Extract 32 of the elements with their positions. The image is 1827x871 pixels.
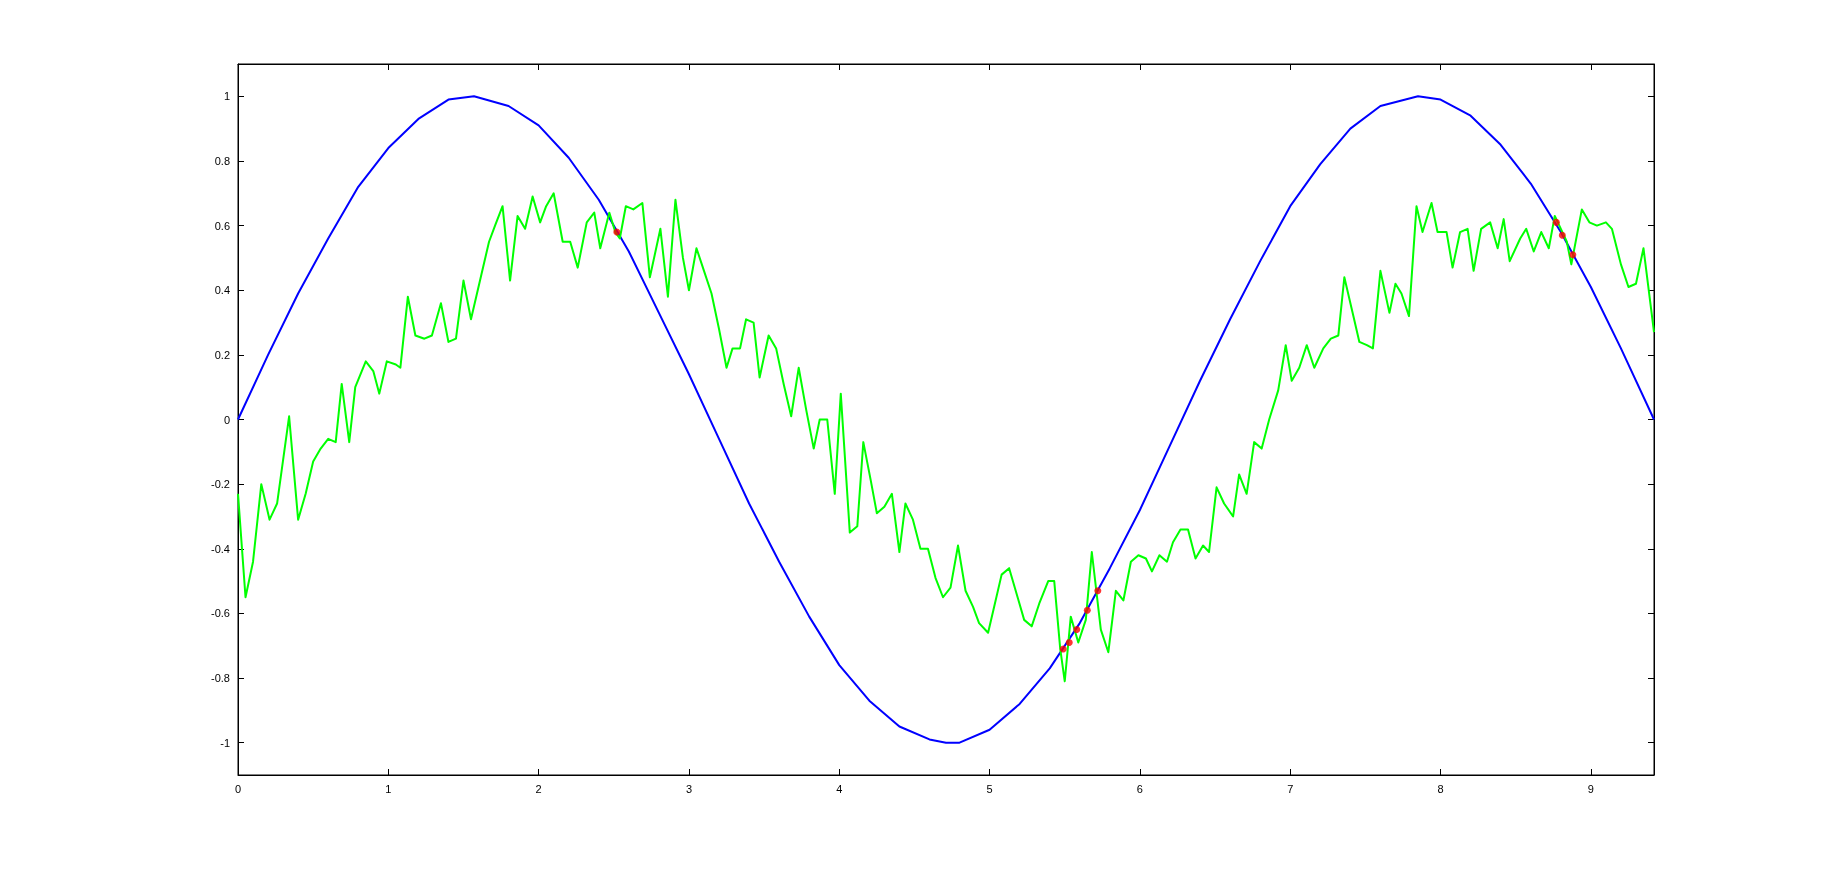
point <box>1552 218 1560 226</box>
y-tick-label: 0.6 <box>214 219 230 232</box>
x-tick-label: 8 <box>1437 782 1444 795</box>
point <box>1083 606 1091 614</box>
x-tick-label: 6 <box>1136 782 1143 795</box>
point <box>1558 231 1566 239</box>
x-tick-label: 4 <box>836 782 843 795</box>
point <box>1059 645 1067 653</box>
point <box>613 228 621 236</box>
x-tick-label: 1 <box>385 782 392 795</box>
y-tick-label: -1 <box>220 736 230 749</box>
x-tick-label: 9 <box>1587 782 1594 795</box>
point <box>1094 587 1102 595</box>
x-tick-label: 3 <box>685 782 693 795</box>
line-series <box>237 192 1655 683</box>
line-series <box>237 95 1655 744</box>
y-tick-label: -0.2 <box>211 478 230 491</box>
y-tick-label: 0 <box>223 413 230 426</box>
point <box>1569 251 1577 259</box>
y-tick-label: -0.6 <box>211 607 230 620</box>
y-tick-label: -0.8 <box>211 672 230 685</box>
y-tick-label: 0.8 <box>214 154 230 167</box>
x-tick-label: 7 <box>1287 782 1294 795</box>
y-tick-label: 0.4 <box>214 284 230 297</box>
point <box>1065 639 1073 646</box>
y-tick-label: 0.2 <box>214 348 230 361</box>
point <box>1073 626 1081 634</box>
x-tick-label: 2 <box>535 782 542 795</box>
x-tick-label: 5 <box>986 782 993 795</box>
x-tick-label: 0 <box>234 782 242 795</box>
y-tick-label: 1 <box>223 90 230 103</box>
y-tick-label: -0.4 <box>211 542 230 555</box>
